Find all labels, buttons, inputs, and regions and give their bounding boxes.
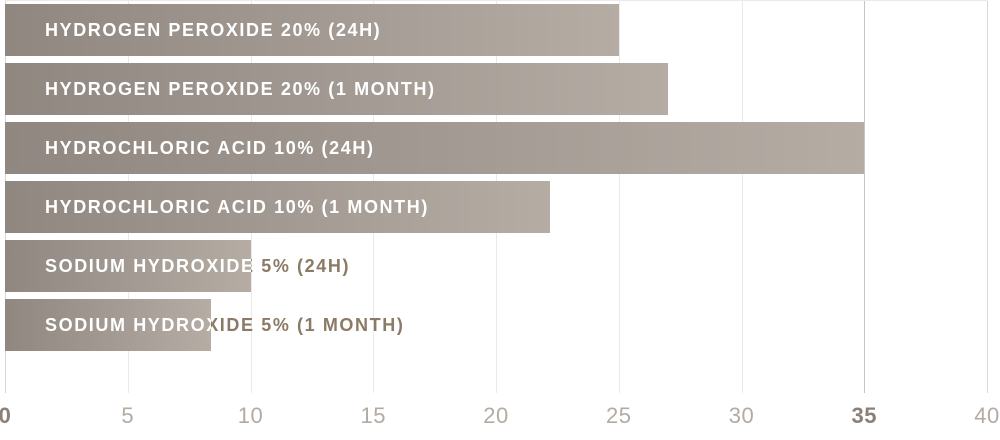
bar-label: HYDROCHLORIC ACID 10% (1 MONTH) bbox=[45, 197, 429, 217]
bar-row: HYDROGEN PEROXIDE 20% (24H)HYDROGEN PERO… bbox=[5, 4, 987, 56]
bar-row: HYDROGEN PEROXIDE 20% (1 MONTH)HYDROGEN … bbox=[5, 63, 987, 115]
gridline bbox=[864, 1, 866, 393]
x-tick-label: 20 bbox=[483, 403, 509, 428]
bar-label: HYDROCHLORIC ACID 10% (24H) bbox=[45, 138, 375, 158]
bar: HYDROGEN PEROXIDE 20% (1 MONTH) bbox=[5, 63, 668, 115]
bar: HYDROCHLORIC ACID 10% (1 MONTH) bbox=[5, 181, 550, 233]
gridline bbox=[618, 1, 620, 393]
bar-row: SODIUM HYDROXIDE 5% (1 MONTH) SODIUM HYDR… bbox=[5, 299, 987, 351]
bar-row: HYDROCHLORIC ACID 10% (24H)HYDROCHLORIC … bbox=[5, 122, 987, 174]
bar-label: HYDROGEN PEROXIDE 20% (1 MONTH) bbox=[45, 79, 436, 99]
x-tick-label: 35 bbox=[851, 403, 877, 428]
x-tick-label: 10 bbox=[237, 403, 264, 428]
x-tick-label: 0 bbox=[0, 403, 12, 428]
bar: SODIUM HYDROXIDE 5% (24H) bbox=[5, 240, 251, 292]
x-tick-label: 5 bbox=[121, 403, 135, 428]
bar-label: HYDROGEN PEROXIDE 20% (24H) bbox=[45, 20, 382, 40]
x-tick-label: 15 bbox=[360, 403, 386, 428]
bar-row: HYDROCHLORIC ACID 10% (1 MONTH)HYDROCHLO… bbox=[5, 181, 987, 233]
bar: HYDROCHLORIC ACID 10% (24H) bbox=[5, 122, 865, 174]
bar: SODIUM HYDROXIDE 5% (1 MONTH) bbox=[5, 299, 212, 351]
bar-label: SODIUM HYDROXIDE 5% (24H) bbox=[45, 256, 251, 276]
x-tick-label: 40 bbox=[974, 403, 1000, 428]
gridline bbox=[987, 1, 988, 393]
plot-area: HYDROGEN PEROXIDE 20% (24H) HYDROGEN PERO… bbox=[5, 0, 988, 393]
x-tick-label: 30 bbox=[728, 403, 755, 428]
gridline bbox=[741, 1, 743, 393]
bar-row: SODIUM HYDROXIDE 5% (24H)SODIUM HYDROXID… bbox=[5, 240, 987, 292]
bar: HYDROGEN PEROXIDE 20% (24H) bbox=[5, 4, 619, 56]
x-tick-label: 25 bbox=[606, 403, 632, 428]
bar-label: SODIUM HYDROXIDE 5% (1 MONTH) bbox=[45, 315, 211, 335]
